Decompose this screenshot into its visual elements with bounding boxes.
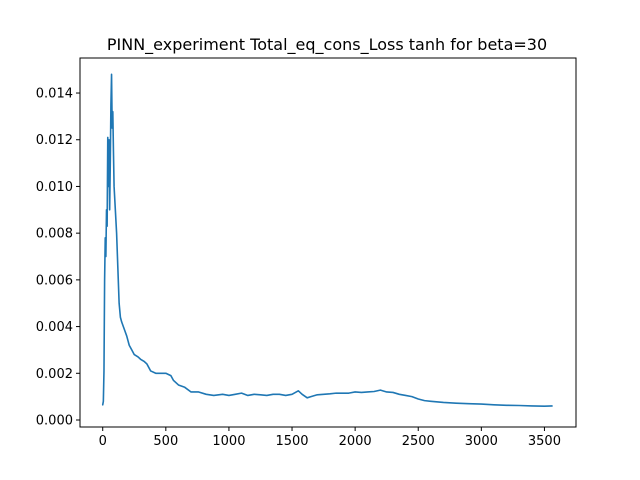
x-axis: 0 500 1000 1500 2000 2500 3000 3500 <box>99 427 561 449</box>
y-tick-label: 0.014 <box>36 87 73 102</box>
x-tick-label: 2000 <box>339 434 372 449</box>
y-tick-label: 0.002 <box>36 367 73 382</box>
chart-title: PINN_experiment Total_eq_cons_Loss tanh … <box>107 35 547 55</box>
y-tick-label: 0.010 <box>36 180 73 195</box>
x-tick-label: 2500 <box>402 434 435 449</box>
x-tick-label: 0 <box>99 434 107 449</box>
plot-frame <box>79 57 577 428</box>
y-tick-label: 0.008 <box>36 227 73 242</box>
y-tick-label: 0.000 <box>36 413 73 428</box>
x-tick-label: 3000 <box>465 434 498 449</box>
y-tick-label: 0.004 <box>36 320 73 335</box>
series-line <box>101 73 553 408</box>
y-tick-label: 0.006 <box>36 273 73 288</box>
x-tick-label: 3500 <box>528 434 561 449</box>
series-layer <box>101 73 553 408</box>
x-tick-label: 1500 <box>275 434 308 449</box>
y-axis: 0.000 0.002 0.004 0.006 0.008 0.010 0.012 0.014 <box>36 87 80 428</box>
y-tick-label: 0.012 <box>36 133 73 148</box>
x-tick-label: 1000 <box>212 434 245 449</box>
x-tick-label: 500 <box>153 434 178 449</box>
